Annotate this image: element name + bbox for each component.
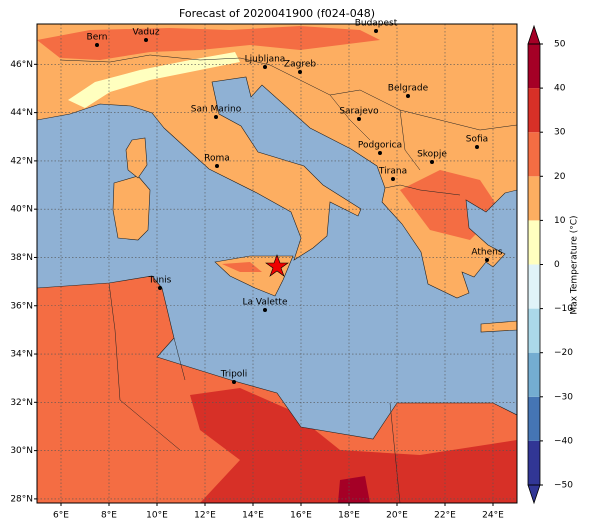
colorbar-tick-label: −50 [554, 481, 573, 491]
city-dot [263, 308, 267, 312]
sardinia [112, 175, 151, 241]
colorbar-segment [528, 88, 540, 133]
star-marker [265, 254, 289, 277]
city-label: Skopje [417, 150, 447, 160]
y-tick-label: 46°N [10, 60, 33, 70]
x-tick-label: 24°E [482, 511, 504, 521]
city-dot [232, 380, 236, 384]
colorbar-tick-label: −40 [554, 436, 573, 446]
city-label: Ljubljana [245, 55, 286, 65]
colorbar-tick-label: 50 [554, 40, 566, 50]
city-dot [475, 145, 479, 149]
y-tick-label: 34°N [10, 350, 33, 360]
city-dot [214, 115, 218, 119]
heat-patch [222, 262, 262, 272]
y-tick-label: 36°N [10, 301, 33, 311]
city-dot [391, 177, 395, 181]
x-tick-label: 18°E [338, 511, 360, 521]
colorbar: −50 −40 −30 −20 −10 0 10 20 30 40 50 [527, 24, 573, 505]
y-tick-label: 32°N [10, 398, 33, 408]
y-tick-label: 44°N [10, 108, 33, 118]
city-label: Budapest [355, 19, 398, 29]
city-label: Roma [204, 154, 230, 164]
city-label: La Valette [243, 298, 288, 308]
heat-patch [338, 476, 370, 503]
city-dot [158, 286, 162, 290]
city-label: Zagreb [284, 60, 316, 70]
map-frame [36, 23, 518, 504]
city-label: Sofia [466, 135, 488, 145]
city-label: San Marino [191, 105, 242, 115]
x-tick-label: 12°E [194, 511, 216, 521]
heat-patch [37, 26, 380, 60]
city-label: Vaduz [132, 28, 159, 38]
colorbar-segment [528, 396, 540, 441]
colorbar-tick-label: 0 [554, 260, 560, 270]
colorbar-tick-label: 20 [554, 172, 566, 182]
city-dot [215, 164, 219, 168]
city-dot [485, 258, 489, 262]
colorbar-segment [528, 352, 540, 397]
colorbar-segment [528, 308, 540, 353]
colorbar-label: Max Temperature (°C) [570, 215, 580, 314]
city-dot [378, 151, 382, 155]
x-tick-label: 20°E [386, 511, 408, 521]
city-label: Athens [471, 248, 502, 258]
heat-patch [190, 388, 517, 503]
city-dot [144, 38, 148, 42]
colorbar-segment [528, 132, 540, 177]
city-label: Tripoli [220, 370, 248, 380]
city-dot [430, 160, 434, 164]
y-tick-label: 30°N [10, 446, 33, 456]
corsica [125, 137, 148, 179]
city-dot [298, 70, 302, 74]
colorbar-segment [528, 44, 540, 89]
graticule [37, 24, 517, 503]
colorbar-segment [528, 176, 540, 221]
city-label: Belgrade [388, 84, 429, 94]
x-tick-label: 16°E [290, 511, 312, 521]
city-label: Tirana [378, 167, 407, 177]
colorbar-tick-label: 40 [554, 84, 566, 94]
colorbar-tick-label: 10 [554, 216, 566, 226]
colorbar-extend [527, 24, 541, 45]
x-tick-label: 14°E [242, 511, 264, 521]
city-label: Bern [87, 33, 108, 43]
colorbar-segment [528, 220, 540, 265]
colorbar-tick-label: −30 [554, 392, 573, 402]
cool-patch [68, 52, 240, 108]
city-dot [357, 117, 361, 121]
city-label: Tunis [148, 276, 172, 286]
x-tick-label: 6°E [53, 511, 69, 521]
borders [59, 54, 517, 503]
x-tick-label: 8°E [101, 511, 117, 521]
city-dot [406, 94, 410, 98]
y-tick-label: 38°N [10, 253, 33, 263]
y-tick-label: 42°N [10, 156, 33, 166]
crete [480, 320, 517, 333]
city-dot [95, 43, 99, 47]
city-dot [263, 65, 267, 69]
colorbar-tick-label: −10 [554, 304, 573, 314]
city-label: Sarajevo [339, 107, 379, 117]
y-tick-label: 28°N [10, 494, 33, 504]
colorbar-tick-label: 30 [554, 128, 566, 138]
colorbar-segment [528, 264, 540, 309]
city-label: Podgorica [358, 141, 402, 151]
chart-title: Forecast of 2020041900 (f024-048) [179, 7, 375, 20]
x-tick-label: 22°E [434, 511, 456, 521]
y-tick-label: 40°N [10, 205, 33, 215]
colorbar-segment [528, 440, 540, 485]
x-tick-label: 10°E [146, 511, 168, 521]
city-dot [374, 29, 378, 33]
colorbar-tick-label: −20 [554, 348, 573, 358]
colorbar-extend [527, 484, 541, 505]
